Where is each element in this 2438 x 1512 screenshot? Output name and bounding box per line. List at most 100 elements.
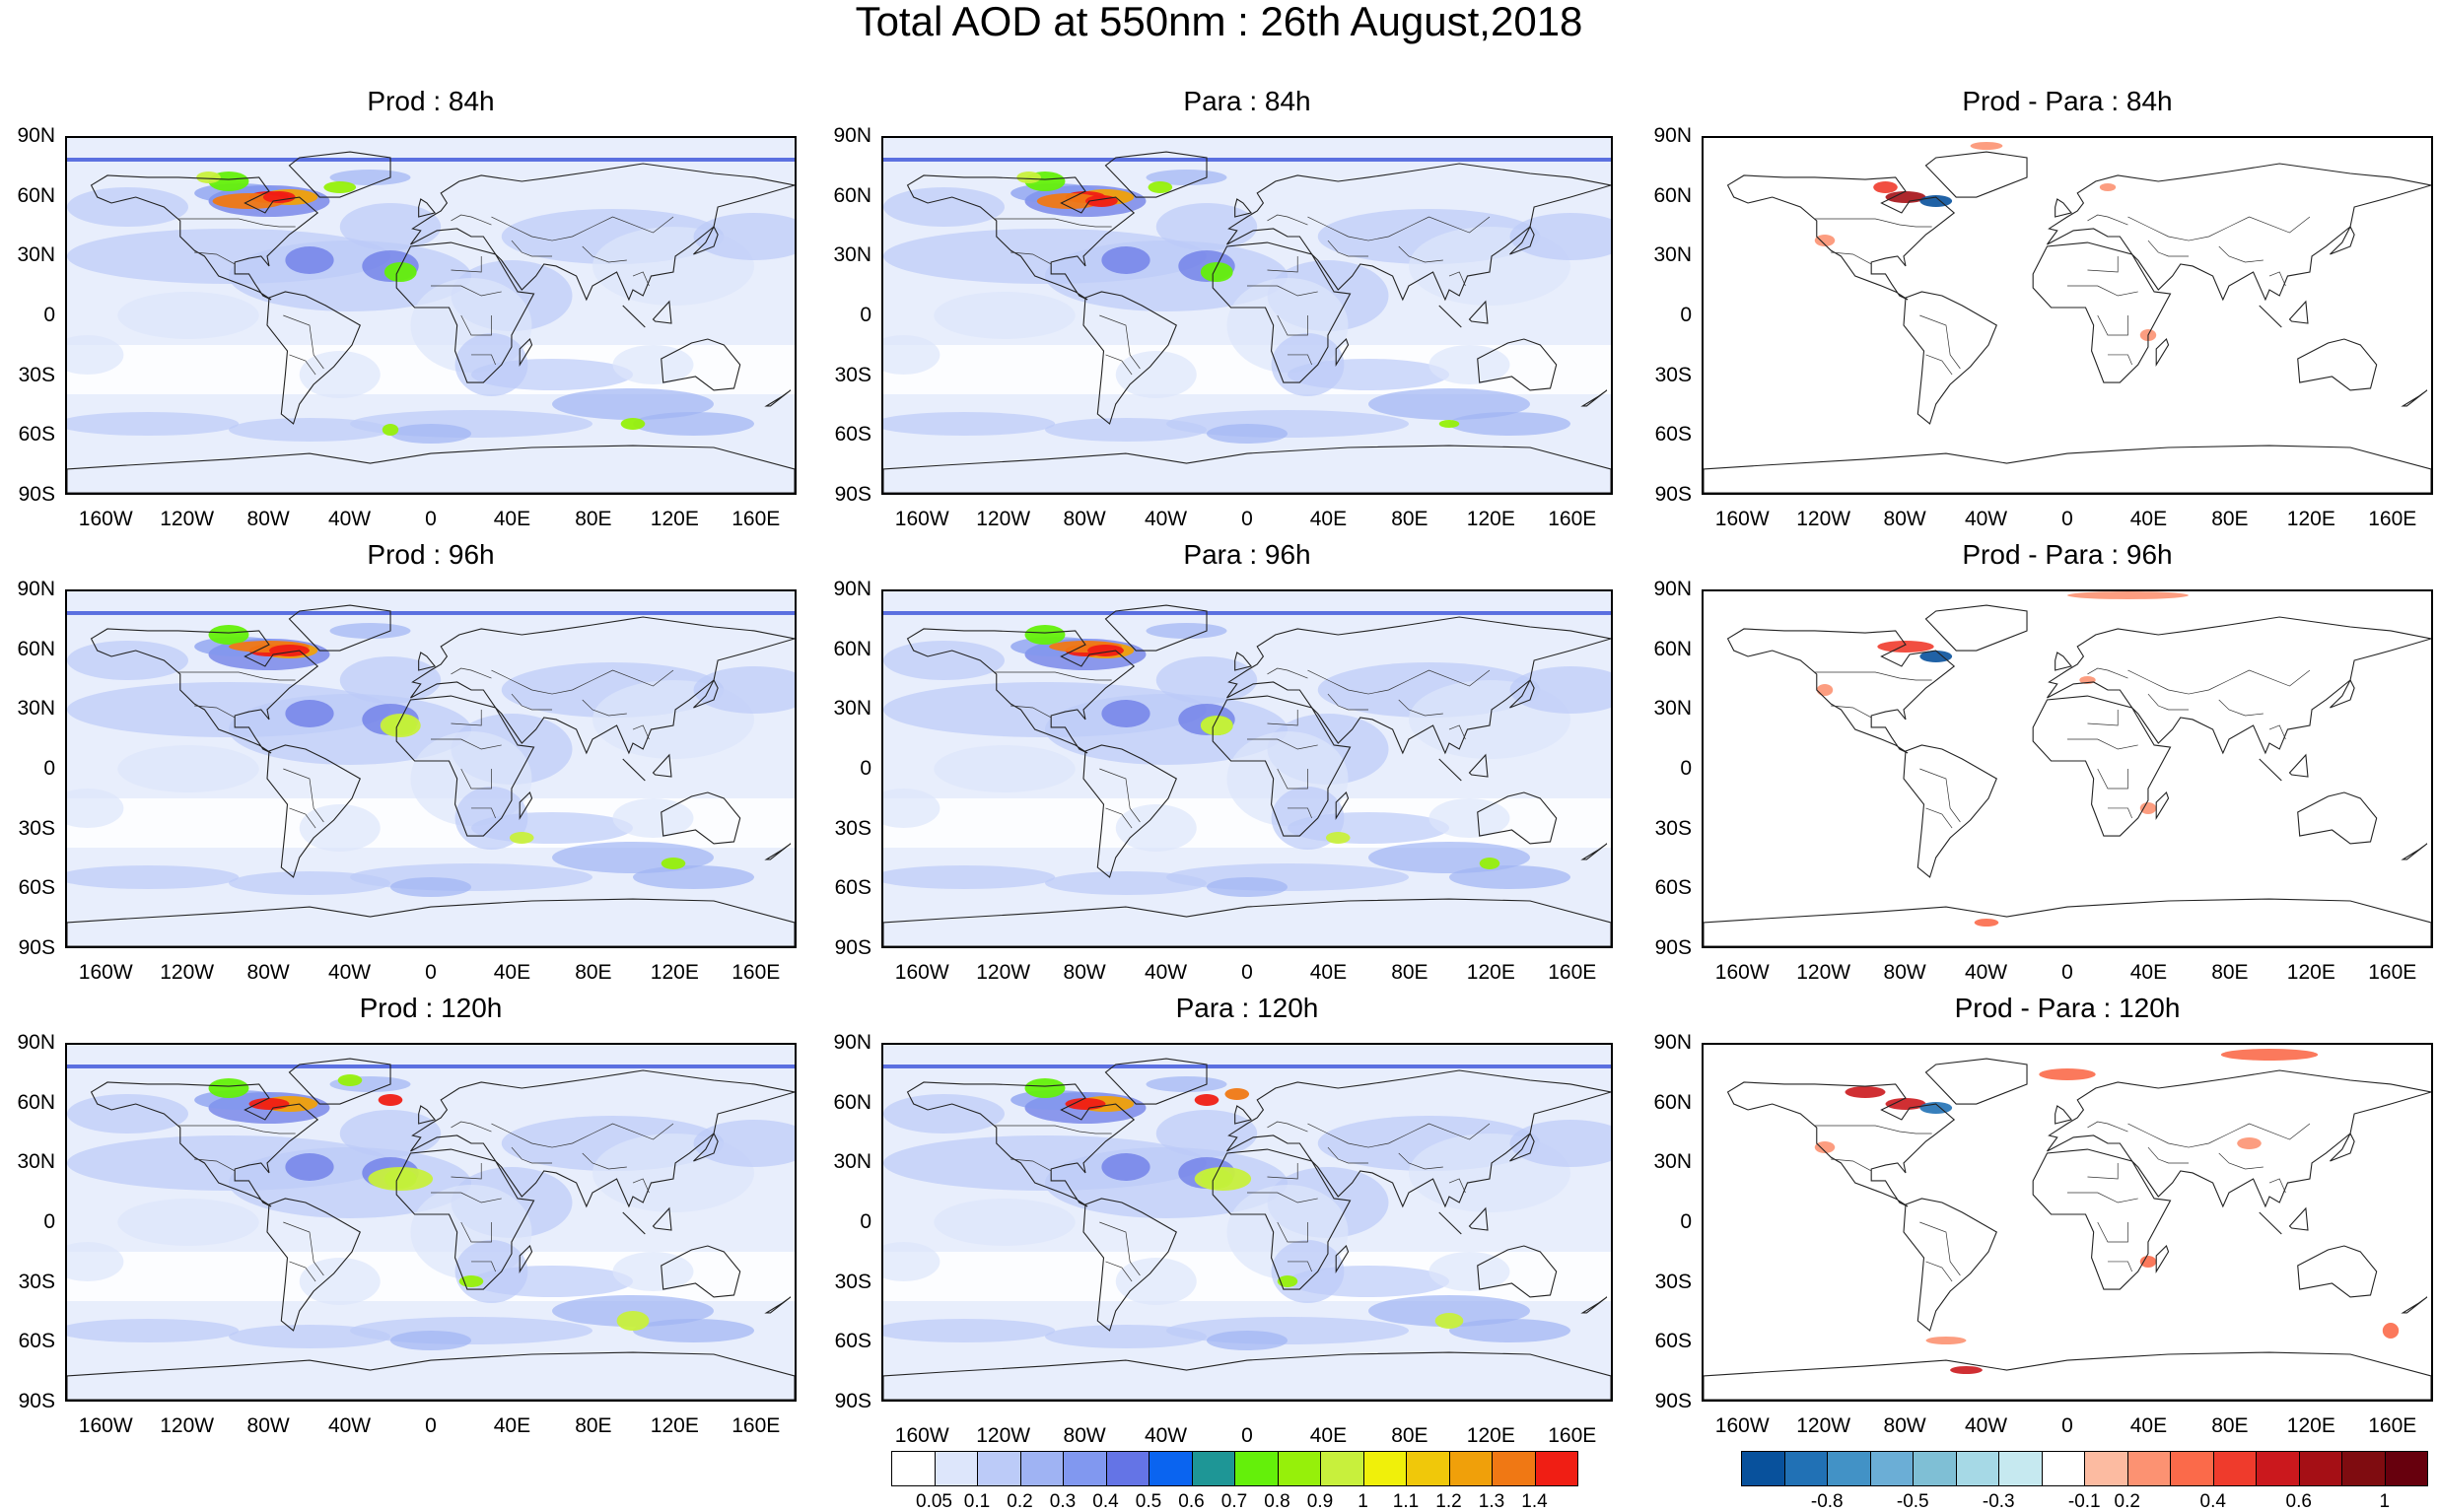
coastline: [693, 678, 719, 709]
country-border: [289, 1261, 316, 1282]
map-panel: Prod - Para : 120h 90N 60N 30N 0 30S 60S 90S 160…: [1653, 994, 2433, 1437]
country-border: [177, 218, 296, 228]
longitude-label: 120E: [1466, 961, 1515, 984]
aod-plume: [67, 1319, 240, 1342]
country-border: [1925, 354, 1953, 376]
difference-patch: [1970, 142, 2003, 150]
coastline: [2401, 843, 2428, 860]
latitude-label: 60S: [1654, 876, 1692, 900]
longitude-label: 160W: [894, 1424, 949, 1447]
latitude-label: 30S: [18, 816, 55, 840]
aod-plume: [299, 1258, 381, 1305]
colorbar-label: 1.1: [1392, 1491, 1420, 1512]
coastline: [2032, 695, 2172, 837]
latitude-label: 30S: [1654, 363, 1692, 386]
coastline: [410, 616, 795, 755]
longitude-label: 160E: [2368, 508, 2417, 530]
coastline: [418, 198, 437, 218]
longitude-label: 160E: [731, 508, 781, 530]
aod-plume: [1368, 388, 1530, 421]
longitude-label: 40E: [1309, 961, 1348, 984]
aod-map: [65, 589, 797, 948]
coastline: [1477, 791, 1558, 845]
latitude-label: 60S: [18, 1330, 55, 1353]
aod-plume: [339, 1110, 442, 1157]
latitude-label: 60N: [1653, 1090, 1692, 1114]
aod-plume: [248, 1098, 290, 1110]
aod-plume: [380, 714, 421, 737]
map-panel: Para : 84h 90N 60N 30N 0 30S 60S 90S 160W 120W 80W…: [833, 87, 1613, 530]
latitude-label: 90N: [1653, 124, 1692, 147]
colorbar-swatch: [2256, 1451, 2300, 1486]
longitude-label: 80W: [1883, 508, 1926, 530]
latitude-label: 90S: [834, 936, 871, 959]
country-border: [1831, 1158, 1872, 1172]
coastline: [2297, 338, 2378, 391]
country-border: [2087, 1121, 2128, 1133]
latitude-label: 30S: [1654, 816, 1692, 840]
country-border: [431, 1192, 502, 1203]
country-border: [511, 693, 553, 711]
longitude-label: 80W: [246, 961, 290, 984]
colorbar-swatch: [1149, 1451, 1193, 1486]
longitude-label: 80E: [2211, 508, 2249, 530]
longitude-label: 120W: [160, 508, 215, 530]
latitude-label: 90N: [833, 1031, 871, 1054]
colorbar-swatch: [1827, 1451, 1871, 1486]
coastline: [2259, 758, 2282, 782]
country-border: [1099, 314, 1141, 370]
latitude-label: 60N: [1653, 183, 1692, 207]
country-border: [2067, 738, 2138, 750]
aod-plume: [229, 1325, 390, 1348]
country-border: [2087, 709, 2119, 726]
country-border: [2268, 1178, 2286, 1194]
colorbar-swatch: [1492, 1451, 1536, 1486]
colorbar-label: 0.05: [916, 1491, 952, 1512]
coastline: [2047, 616, 2431, 755]
coastline: [1924, 151, 2028, 198]
panel-title: Para : 120h: [1175, 993, 1319, 1023]
longitude-label: 120E: [2286, 961, 2335, 984]
country-border: [451, 1162, 482, 1180]
longitude-label: 0: [425, 508, 437, 530]
country-border: [491, 1123, 674, 1148]
colorbar-label: 0.9: [1306, 1491, 1334, 1512]
country-border: [2087, 667, 2128, 679]
country-border: [1814, 218, 1932, 228]
aod-plume: [1155, 1110, 1258, 1157]
coastline: [2401, 389, 2428, 407]
aod-plume: [339, 203, 442, 250]
longitude-label: 160W: [78, 508, 133, 530]
coastline: [1335, 1245, 1350, 1273]
aod-plume: [612, 1252, 694, 1291]
aod-plume: [337, 1074, 363, 1086]
coastline: [67, 898, 795, 946]
aod-plume: [612, 345, 694, 384]
latitude-label: 60S: [1654, 1330, 1692, 1353]
aod-plume: [883, 865, 1056, 889]
aod-plume: [661, 858, 686, 869]
aod-plume: [1434, 1313, 1464, 1329]
country-border: [2097, 1221, 2128, 1243]
aod-plume: [329, 623, 411, 639]
aod-plume: [1288, 359, 1449, 390]
aod-plume: [1479, 858, 1500, 869]
aod-plume: [934, 292, 1076, 339]
latitude-label: 60S: [1654, 423, 1692, 447]
country-border: [1398, 1152, 1443, 1170]
latitude-label: 30N: [833, 1150, 871, 1174]
country-border: [194, 1158, 236, 1172]
panel-title: Prod : 120h: [359, 993, 503, 1023]
longitude-label: 40E: [2129, 1414, 2168, 1437]
longitude-label: 160E: [1548, 508, 1597, 530]
aod-plume: [1146, 1076, 1227, 1092]
colorbar-label: 0.3: [1049, 1491, 1077, 1512]
colorbar-swatch: [1913, 1451, 1957, 1486]
latitude-label: 30S: [834, 1270, 871, 1293]
coastline: [1082, 744, 1177, 878]
longitude-label: 40W: [327, 1414, 372, 1437]
country-border: [1267, 1162, 1298, 1180]
country-border: [1327, 1146, 1369, 1164]
coastline: [1335, 338, 1350, 367]
country-border: [1267, 255, 1298, 273]
